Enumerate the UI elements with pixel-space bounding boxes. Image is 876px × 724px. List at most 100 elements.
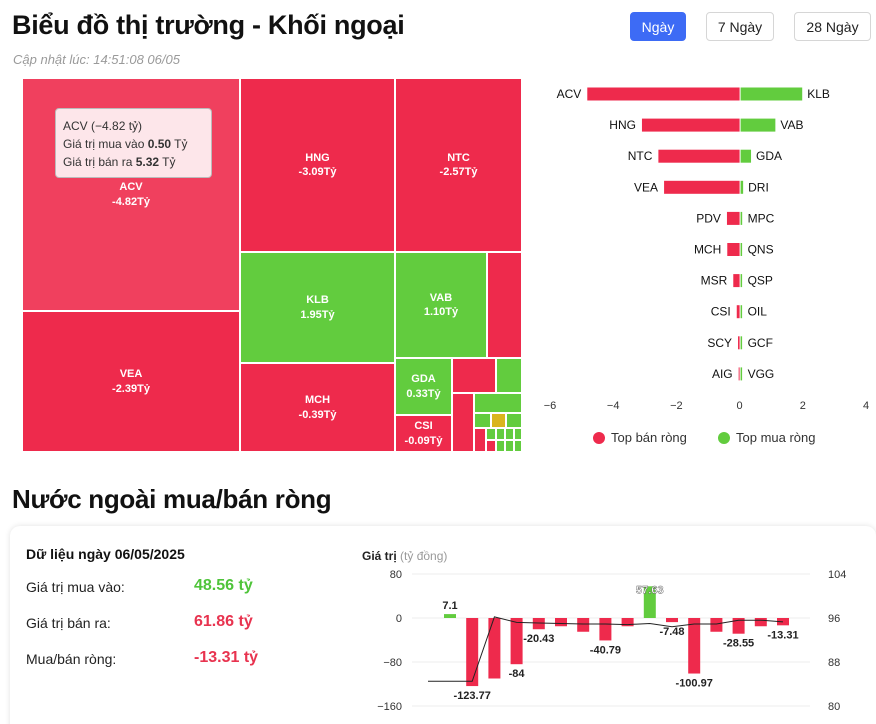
treemap-cell-small[interactable] bbox=[505, 440, 514, 452]
treemap-cell-small[interactable] bbox=[474, 428, 486, 452]
treemap-cell-hng[interactable]: HNG -3.09Tỷ bbox=[240, 78, 395, 252]
net-value: -13.31 tỷ bbox=[194, 649, 259, 666]
chart-heading: Giá trị (tỷ đồng) bbox=[362, 549, 448, 563]
net-flow-bar[interactable] bbox=[555, 618, 567, 627]
legend-buy-marker bbox=[718, 432, 730, 444]
bar-data-label: -20.43 bbox=[523, 633, 554, 645]
sell-bar[interactable] bbox=[587, 87, 740, 101]
sell-ticker-label: MCH bbox=[694, 243, 721, 257]
sell-bar[interactable] bbox=[726, 211, 740, 225]
x-tick-label: −4 bbox=[607, 400, 620, 412]
x-tick-label: −2 bbox=[670, 400, 683, 412]
buy-bar[interactable] bbox=[740, 118, 776, 132]
buy-bar[interactable] bbox=[740, 180, 744, 194]
sell-ticker-label: ACV bbox=[557, 87, 582, 101]
net-flow-bar[interactable] bbox=[643, 586, 656, 618]
buy-bar[interactable] bbox=[740, 149, 752, 163]
buy-bar[interactable] bbox=[740, 274, 743, 288]
net-flow-bar[interactable] bbox=[666, 618, 678, 623]
buy-bar[interactable] bbox=[740, 243, 743, 256]
y-tick-label: 80 bbox=[390, 569, 402, 581]
bar-data-label: -84 bbox=[509, 668, 526, 680]
sell-ticker-label: VEA bbox=[634, 180, 658, 194]
buy-ticker-label: QNS bbox=[748, 243, 774, 257]
treemap-cell-klb[interactable]: KLB 1.95Tỷ bbox=[240, 252, 395, 363]
net-flow-bar[interactable] bbox=[444, 614, 456, 618]
net-flow-bar[interactable] bbox=[510, 618, 523, 665]
treemap-cell-small[interactable] bbox=[486, 428, 496, 440]
net-flow-bar[interactable] bbox=[532, 618, 545, 630]
sell-ticker-label: AIG bbox=[712, 367, 733, 381]
tab-7-days[interactable]: 7 Ngày bbox=[706, 12, 774, 41]
net-flow-bar[interactable] bbox=[466, 618, 479, 687]
legend-sell-label[interactable]: Top bán ròng bbox=[611, 430, 687, 445]
legend-buy-label[interactable]: Top mua ròng bbox=[736, 430, 816, 445]
index-line bbox=[428, 616, 784, 682]
bar-data-label: -7.48 bbox=[659, 626, 684, 638]
tab-28-days[interactable]: 28 Ngày bbox=[794, 12, 871, 41]
buy-bar[interactable] bbox=[740, 87, 803, 101]
page-title: Biểu đồ thị trường - Khối ngoại bbox=[12, 10, 405, 40]
sell-ticker-label: PDV bbox=[696, 211, 721, 225]
treemap-cell-small[interactable] bbox=[505, 428, 514, 440]
treemap-cell-csi[interactable]: CSI -0.09Tỷ bbox=[395, 415, 452, 452]
tooltip-title: ACV (−4.82 tỷ) bbox=[63, 119, 143, 133]
net-flow-bar[interactable] bbox=[599, 618, 612, 641]
treemap-cell-small[interactable] bbox=[506, 413, 522, 428]
buy-ticker-label: VAB bbox=[780, 118, 803, 132]
sell-ticker-label: NTC bbox=[628, 149, 653, 163]
cell-value: -2.39Tỷ bbox=[112, 382, 150, 395]
buy-bar[interactable] bbox=[740, 367, 743, 381]
net-flow-bar[interactable] bbox=[732, 618, 745, 634]
net-flow-bar[interactable] bbox=[577, 618, 590, 632]
net-flow-bar[interactable] bbox=[488, 618, 501, 679]
treemap-cell-small[interactable] bbox=[452, 393, 474, 452]
sell-bar[interactable] bbox=[664, 180, 740, 194]
section-title: Nước ngoài mua/bán ròng bbox=[12, 484, 332, 514]
treemap-cell-small[interactable] bbox=[474, 413, 491, 428]
treemap-cell-small[interactable] bbox=[496, 358, 522, 393]
tab-day[interactable]: Ngày bbox=[630, 12, 686, 41]
treemap-cell-vab[interactable]: VAB 1.10Tỷ bbox=[395, 252, 487, 358]
treemap-cell-small[interactable] bbox=[486, 440, 496, 452]
treemap-cell-mch[interactable]: MCH -0.39Tỷ bbox=[240, 363, 395, 452]
treemap-cell-small[interactable] bbox=[491, 413, 506, 428]
treemap-cell-ntc[interactable]: NTC -2.57Tỷ bbox=[395, 78, 522, 252]
buy-bar[interactable] bbox=[740, 211, 743, 225]
buy-value-label: Giá trị mua vào: bbox=[26, 579, 125, 595]
sell-bar[interactable] bbox=[727, 243, 740, 256]
buy-bar[interactable] bbox=[740, 305, 743, 319]
cell-ticker: MCH bbox=[304, 394, 331, 407]
treemap-cell-small[interactable] bbox=[452, 358, 496, 393]
sell-bar[interactable] bbox=[641, 118, 740, 132]
sell-bar[interactable] bbox=[658, 149, 740, 163]
net-flow-bar[interactable] bbox=[688, 618, 701, 674]
treemap-cell-small[interactable] bbox=[514, 428, 522, 440]
net-flow-bar[interactable] bbox=[710, 618, 723, 632]
cell-ticker: HNG bbox=[305, 151, 330, 164]
cell-value: 1.10Tỷ bbox=[423, 306, 459, 318]
treemap-cell-small[interactable] bbox=[496, 428, 505, 440]
y2-tick-label: 80 bbox=[828, 701, 840, 713]
y2-tick-label: 88 bbox=[828, 657, 840, 669]
sell-ticker-label: MSR bbox=[701, 274, 728, 288]
treemap-cell-vea[interactable]: VEA -2.39Tỷ bbox=[22, 311, 240, 452]
sell-bar[interactable] bbox=[738, 367, 740, 381]
treemap-cell-small[interactable] bbox=[496, 440, 505, 452]
sell-bar[interactable] bbox=[733, 274, 740, 288]
buy-bar[interactable] bbox=[740, 336, 743, 350]
treemap-cell-small[interactable] bbox=[514, 440, 522, 452]
bar-data-label: -28.55 bbox=[723, 638, 754, 650]
treemap-cell-gda[interactable]: GDA 0.33Tỷ bbox=[395, 358, 452, 415]
sell-bar[interactable] bbox=[738, 336, 740, 350]
net-flow-bar[interactable] bbox=[754, 618, 767, 627]
treemap-cell-small[interactable] bbox=[474, 393, 522, 413]
treemap-cell-small[interactable] bbox=[487, 252, 522, 358]
period-tabs: Ngày 7 Ngày 28 Ngày bbox=[0, 12, 876, 42]
sell-bar[interactable] bbox=[736, 305, 740, 319]
net-flow-bar[interactable] bbox=[621, 618, 634, 627]
net-flow-bar-chart: 80 0 −80 −160 104 96 88 80 7.1 -123.77 -84 -20.43 -4… bbox=[377, 569, 846, 713]
cell-value: -3.09Tỷ bbox=[298, 166, 337, 178]
cell-value: 0.33Tỷ bbox=[406, 387, 441, 400]
y-tick-label: −160 bbox=[377, 701, 402, 713]
